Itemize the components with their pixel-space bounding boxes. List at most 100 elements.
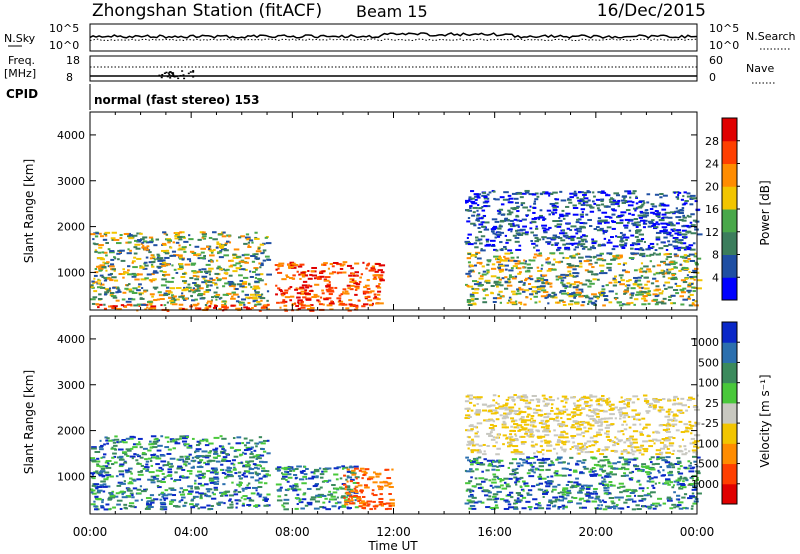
echo-cell (534, 236, 539, 239)
echo-cell (264, 475, 268, 478)
echo-cell (294, 507, 299, 510)
echo-cell (105, 474, 112, 477)
echo-cell (692, 290, 696, 293)
echo-cell (472, 457, 477, 460)
echo-cell (218, 256, 224, 259)
echo-cell (580, 238, 587, 241)
echo-cell (354, 491, 359, 494)
echo-cell (649, 253, 655, 256)
echo-cell (200, 251, 205, 254)
echo-cell (574, 302, 580, 305)
echo-cell (498, 278, 502, 281)
echo-cell (238, 485, 241, 488)
echo-cell (233, 466, 236, 469)
echo-cell (641, 453, 645, 456)
echo-cell (623, 406, 627, 409)
echo-cell (513, 507, 519, 510)
nave-dip-point (182, 74, 185, 76)
echo-cell (525, 296, 529, 299)
echo-cell (664, 287, 668, 290)
echo-cell (370, 267, 376, 270)
echo-cell (358, 505, 363, 508)
echo-cell (527, 407, 532, 410)
echo-cell (623, 224, 629, 227)
echo-cell (519, 288, 524, 291)
echo-cell (677, 191, 682, 194)
echo-cell (303, 492, 307, 495)
echo-cell (579, 222, 585, 225)
echo-cell (515, 215, 520, 218)
echo-cell (566, 494, 570, 497)
echo-cell (565, 242, 571, 245)
echo-cell (284, 309, 289, 312)
echo-cell (505, 402, 509, 405)
echo-cell (162, 273, 166, 276)
echo-cell (654, 295, 659, 298)
echo-cell (565, 483, 569, 486)
echo-cell (473, 283, 480, 286)
echo-cell (676, 457, 681, 460)
echo-cell (161, 278, 167, 281)
echo-cell (485, 281, 491, 284)
echo-cell (94, 267, 98, 270)
echo-cell (242, 495, 248, 498)
echo-cell (178, 247, 185, 250)
echo-cell (542, 291, 549, 294)
echo-cell (476, 457, 479, 460)
echo-cell (298, 501, 304, 504)
echo-cell (254, 237, 260, 240)
echo-cell (157, 291, 162, 294)
echo-cell (253, 286, 260, 289)
echo-cell (192, 274, 197, 277)
echo-cell (608, 397, 611, 400)
echo-cell (182, 280, 188, 283)
echo-cell (131, 494, 134, 497)
echo-cell (572, 254, 576, 257)
echo-cell (608, 216, 613, 219)
echo-cell (538, 461, 544, 464)
echo-cell (134, 239, 139, 242)
echo-cell (217, 233, 223, 236)
echo-cell (531, 470, 534, 473)
echo-cell (575, 293, 582, 296)
echo-cell (101, 498, 104, 501)
echo-cell (151, 273, 155, 276)
echo-cell (163, 292, 168, 295)
echo-cell (263, 475, 266, 478)
nave-dip-point (169, 77, 172, 79)
echo-cell (631, 409, 637, 412)
echo-cell (587, 270, 593, 273)
echo-cell (180, 493, 185, 496)
echo-cell (572, 272, 578, 275)
echo-cell (556, 457, 562, 460)
echo-cell (202, 237, 207, 240)
echo-cell (659, 451, 664, 454)
echo-cell (191, 498, 195, 501)
echo-cell (106, 261, 110, 264)
echo-cell (207, 508, 211, 511)
echo-cell (604, 448, 609, 451)
echo-cell (224, 490, 230, 493)
echo-cell (482, 297, 486, 300)
echo-cell (559, 291, 562, 294)
echo-cell (612, 277, 616, 280)
echo-cell (562, 214, 569, 217)
echo-cell (171, 250, 177, 253)
echo-cell (621, 234, 626, 237)
echo-cell (345, 292, 350, 295)
echo-cell (216, 241, 220, 244)
echo-cell (613, 281, 618, 284)
echo-cell (489, 404, 496, 407)
echo-cell (624, 289, 630, 292)
echo-cell (692, 269, 697, 272)
echo-cell (499, 480, 502, 483)
echo-cell (370, 268, 377, 271)
echo-cell (233, 493, 239, 496)
echo-cell (507, 201, 514, 204)
echo-cell (573, 248, 577, 251)
echo-cell (677, 501, 684, 504)
echo-cell (301, 275, 306, 278)
echo-cell (638, 431, 643, 434)
echo-cell (538, 477, 542, 480)
echo-cell (589, 394, 593, 397)
